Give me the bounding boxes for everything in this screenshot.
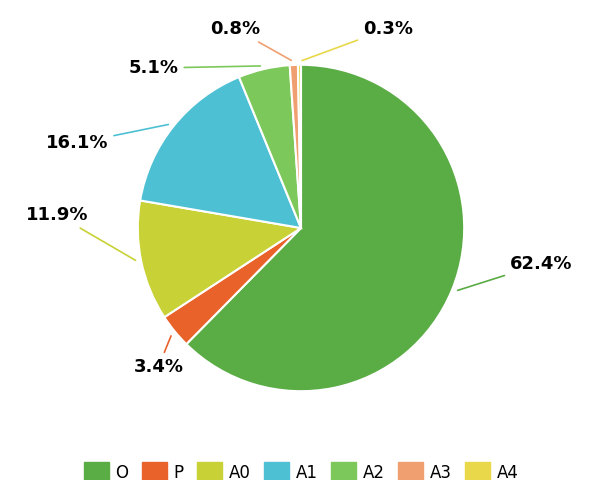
Text: 0.3%: 0.3% (302, 20, 413, 60)
Text: 0.8%: 0.8% (210, 20, 291, 60)
Wedge shape (239, 65, 301, 228)
Wedge shape (187, 65, 464, 391)
Text: 16.1%: 16.1% (46, 124, 169, 152)
Wedge shape (298, 65, 301, 228)
Text: 5.1%: 5.1% (129, 59, 261, 77)
Wedge shape (164, 228, 301, 344)
Text: 3.4%: 3.4% (134, 336, 184, 376)
Legend: O, P, A0, A1, A2, A3, A4: O, P, A0, A1, A2, A3, A4 (77, 455, 525, 480)
Wedge shape (290, 65, 301, 228)
Text: 62.4%: 62.4% (458, 255, 573, 290)
Text: 11.9%: 11.9% (26, 206, 135, 260)
Wedge shape (140, 77, 301, 228)
Wedge shape (138, 201, 301, 317)
